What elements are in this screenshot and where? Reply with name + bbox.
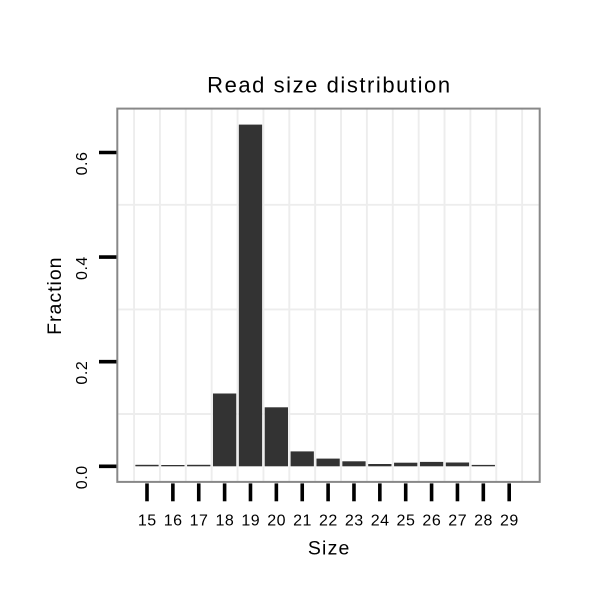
svg-text:Size: Size (308, 538, 351, 560)
svg-text:16: 16 (164, 513, 183, 530)
svg-text:0.2: 0.2 (74, 361, 91, 385)
svg-text:15: 15 (138, 513, 157, 530)
svg-text:24: 24 (371, 513, 390, 530)
svg-text:20: 20 (267, 513, 286, 530)
svg-text:21: 21 (293, 513, 312, 530)
svg-text:0.0: 0.0 (74, 465, 91, 489)
svg-text:17: 17 (190, 513, 209, 530)
svg-text:18: 18 (215, 513, 234, 530)
svg-text:26: 26 (422, 513, 441, 530)
svg-text:28: 28 (474, 513, 493, 530)
svg-text:Read size distribution: Read size distribution (207, 73, 451, 98)
svg-text:Fraction: Fraction (44, 256, 66, 334)
svg-text:22: 22 (319, 513, 338, 530)
svg-text:27: 27 (448, 513, 467, 530)
svg-text:23: 23 (345, 513, 364, 530)
svg-text:19: 19 (241, 513, 260, 530)
svg-text:0.6: 0.6 (74, 152, 91, 176)
svg-text:29: 29 (500, 513, 519, 530)
svg-text:25: 25 (397, 513, 416, 530)
svg-text:0.4: 0.4 (74, 256, 91, 280)
